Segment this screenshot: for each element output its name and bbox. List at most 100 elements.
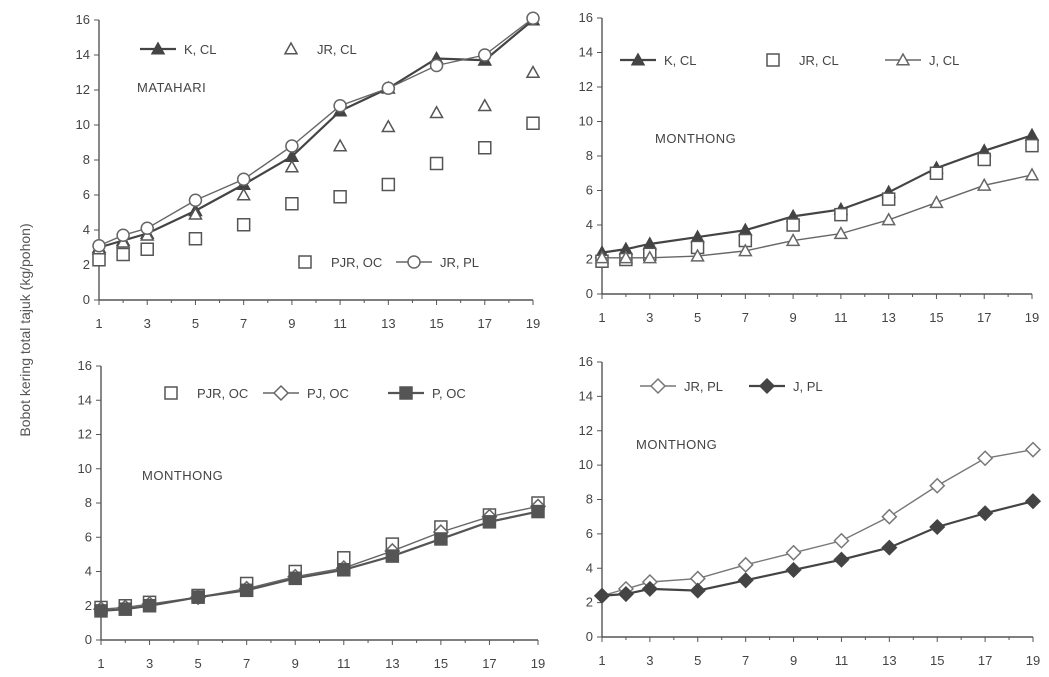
x-tick-label: 1 [97,656,104,671]
data-point [1024,167,1040,181]
data-point [188,206,203,220]
data-point [1025,138,1039,153]
y-tick-label: 6 [83,187,90,202]
x-tick-label: 19 [526,316,540,331]
data-point [977,152,991,167]
y-tick-label: 4 [586,217,593,232]
data-point [477,98,493,112]
data-point [385,549,400,563]
series-jpl [593,493,1042,604]
legend-label: J, CL [929,53,959,68]
y-tick-label: 14 [579,45,593,60]
series-poc [94,504,545,618]
legend-label: PJ, OC [307,386,349,401]
data-point [337,563,351,577]
panel-annotation: MATAHARI [137,80,206,95]
data-point [833,226,849,240]
x-tick-label: 7 [240,316,247,331]
legend-entry-u-1: J, PL [749,377,823,395]
x-tick-label: 17 [978,653,992,668]
y-tick-label: 4 [85,564,92,579]
legend-entry-u-0: K, CL [140,41,217,57]
data-point [738,243,753,257]
data-point [593,587,611,604]
data-point [785,232,801,247]
data-point [333,99,347,113]
legend-marker [272,384,290,402]
y-tick-label: 12 [579,423,593,438]
x-tick-label: 5 [694,653,701,668]
data-point [977,505,994,522]
data-point [929,477,946,494]
data-point [284,159,300,173]
data-point [834,207,848,222]
legend-entry-u-0: K, CL [620,52,697,68]
data-point [737,572,754,589]
data-point [142,599,157,613]
legend-entry-u-2: P, OC [388,386,466,401]
legend-marker [298,255,312,269]
y-tick-label: 8 [586,148,593,163]
data-point [332,138,348,152]
y-tick-label: 6 [586,526,593,541]
legend-marker [649,377,667,395]
panel-annotation: MONTHONG [142,468,223,483]
x-tick-label: 1 [598,310,605,325]
data-point [617,585,635,603]
data-point [526,116,540,130]
legend-label: PJR, OC [331,255,382,270]
x-tick-label: 9 [292,656,299,671]
y-tick-label: 4 [586,560,593,575]
legend-entry-l-0: PJR, OC [298,255,382,270]
series-kcl [594,127,1040,259]
x-tick-label: 15 [434,656,448,671]
x-tick-label: 9 [288,316,295,331]
y-tick-label: 8 [83,152,90,167]
data-point [94,604,108,618]
x-tick-label: 13 [882,653,896,668]
data-point [116,228,130,242]
legend-label: JR, CL [799,53,839,68]
series-pjoc [92,498,547,618]
data-point [976,177,992,191]
x-tick-label: 7 [742,653,749,668]
x-tick-label: 7 [243,656,250,671]
legend-label: P, OC [432,386,466,401]
data-point [429,58,444,73]
x-tick-label: 11 [835,653,849,668]
data-point [188,232,203,246]
data-point [236,187,251,201]
series-jrpl [92,11,540,253]
series-line [601,134,1033,254]
legend-marker [630,52,646,66]
x-tick-label: 15 [930,653,944,668]
x-tick-label: 9 [789,310,796,325]
y-tick-label: 16 [78,358,92,373]
data-point [977,450,994,467]
series-line [601,500,1034,597]
data-point [737,556,754,573]
data-point [929,518,946,536]
data-point [594,250,610,264]
data-point [381,119,396,133]
x-tick-label: 19 [1026,653,1040,668]
data-point [140,221,154,235]
x-tick-label: 17 [977,310,991,325]
y-tick-label: 6 [586,183,593,198]
data-point [785,561,802,579]
data-point [381,177,396,192]
x-tick-label: 3 [646,310,653,325]
series-jrcl [91,64,541,255]
data-point [482,515,497,529]
y-tick-label: 10 [76,117,90,132]
y-tick-label: 2 [85,598,92,613]
data-point [642,250,658,264]
legend-entry-u-1: PJ, OC [263,384,349,402]
legend-entry-u-2: J, CL [885,52,959,68]
y-tick-label: 12 [76,82,90,97]
legend-marker [283,41,299,55]
x-tick-label: 13 [881,310,895,325]
